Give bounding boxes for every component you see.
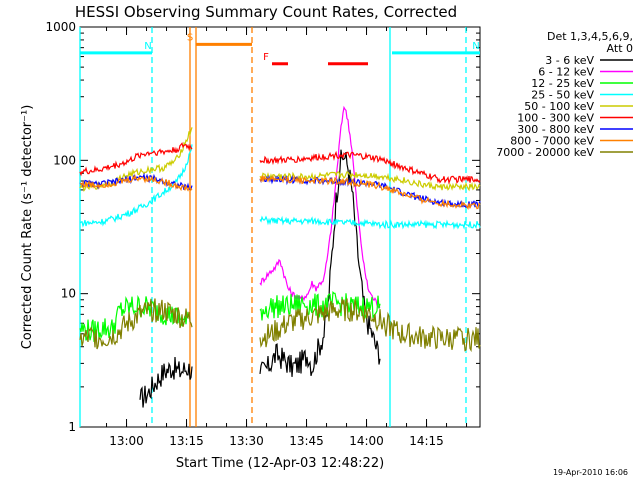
- timestamp: 19-Apr-2010 16:06: [553, 468, 628, 477]
- plot-frame: [79, 26, 481, 428]
- legend-label: 3 - 6 keV: [545, 54, 594, 67]
- state-label: S: [187, 32, 193, 43]
- x-tick-label: 13:30: [229, 434, 264, 448]
- state-label: F: [263, 52, 269, 63]
- y-tick-label: 1000: [45, 20, 76, 34]
- series-line: [259, 105, 381, 309]
- series-line: [79, 142, 193, 177]
- x-tick-label: 13:15: [169, 434, 204, 448]
- x-tick-label: 14:15: [409, 434, 444, 448]
- series-line: [79, 173, 193, 192]
- legend-label: 7000 - 20000 keV: [496, 146, 594, 159]
- legend-label: 300 - 800 keV: [517, 123, 594, 136]
- x-tick-label: 13:00: [109, 434, 144, 448]
- y-axis-label: Corrected Count Rate (s⁻¹ detector⁻¹): [20, 105, 35, 350]
- series-line: [259, 298, 481, 353]
- series-line: [259, 215, 481, 230]
- series-line: [259, 149, 381, 377]
- series-line: [79, 298, 193, 350]
- x-tick-label: 14:00: [349, 434, 384, 448]
- series-line: [259, 150, 481, 185]
- legend-label: 800 - 7000 keV: [510, 135, 594, 148]
- chart-title: HESSI Observing Summary Count Rates, Cor…: [75, 3, 457, 21]
- legend-label: 25 - 50 keV: [531, 89, 594, 102]
- y-tick-label: 100: [53, 153, 76, 167]
- legend-header: Att 0: [607, 42, 633, 55]
- series-line: [259, 290, 381, 321]
- y-tick-label: 10: [61, 287, 76, 301]
- series-line: [139, 356, 193, 408]
- legend-label: 6 - 12 keV: [538, 66, 594, 79]
- legend-header: Det 1,3,4,5,6,9,: [547, 30, 633, 43]
- state-label: N: [144, 41, 151, 52]
- series-line: [79, 294, 189, 342]
- state-label: N: [472, 41, 479, 52]
- legend-label: 100 - 300 keV: [517, 112, 594, 125]
- data-series: [79, 105, 481, 408]
- legend-label: 50 - 100 keV: [524, 100, 594, 113]
- series-line: [79, 172, 193, 191]
- axes: 1 10 100 1000 13:00 13:15 13:30 13:45 14:00 14:15: [45, 20, 480, 448]
- series-line: [259, 174, 481, 210]
- x-tick-label: 13:45: [289, 434, 324, 448]
- legend-label: 12 - 25 keV: [531, 77, 594, 90]
- y-tick-label: 1: [68, 420, 76, 434]
- x-axis-label: Start Time (12-Apr-03 12:48:22): [176, 456, 384, 471]
- state-markers: N N S F: [80, 32, 480, 66]
